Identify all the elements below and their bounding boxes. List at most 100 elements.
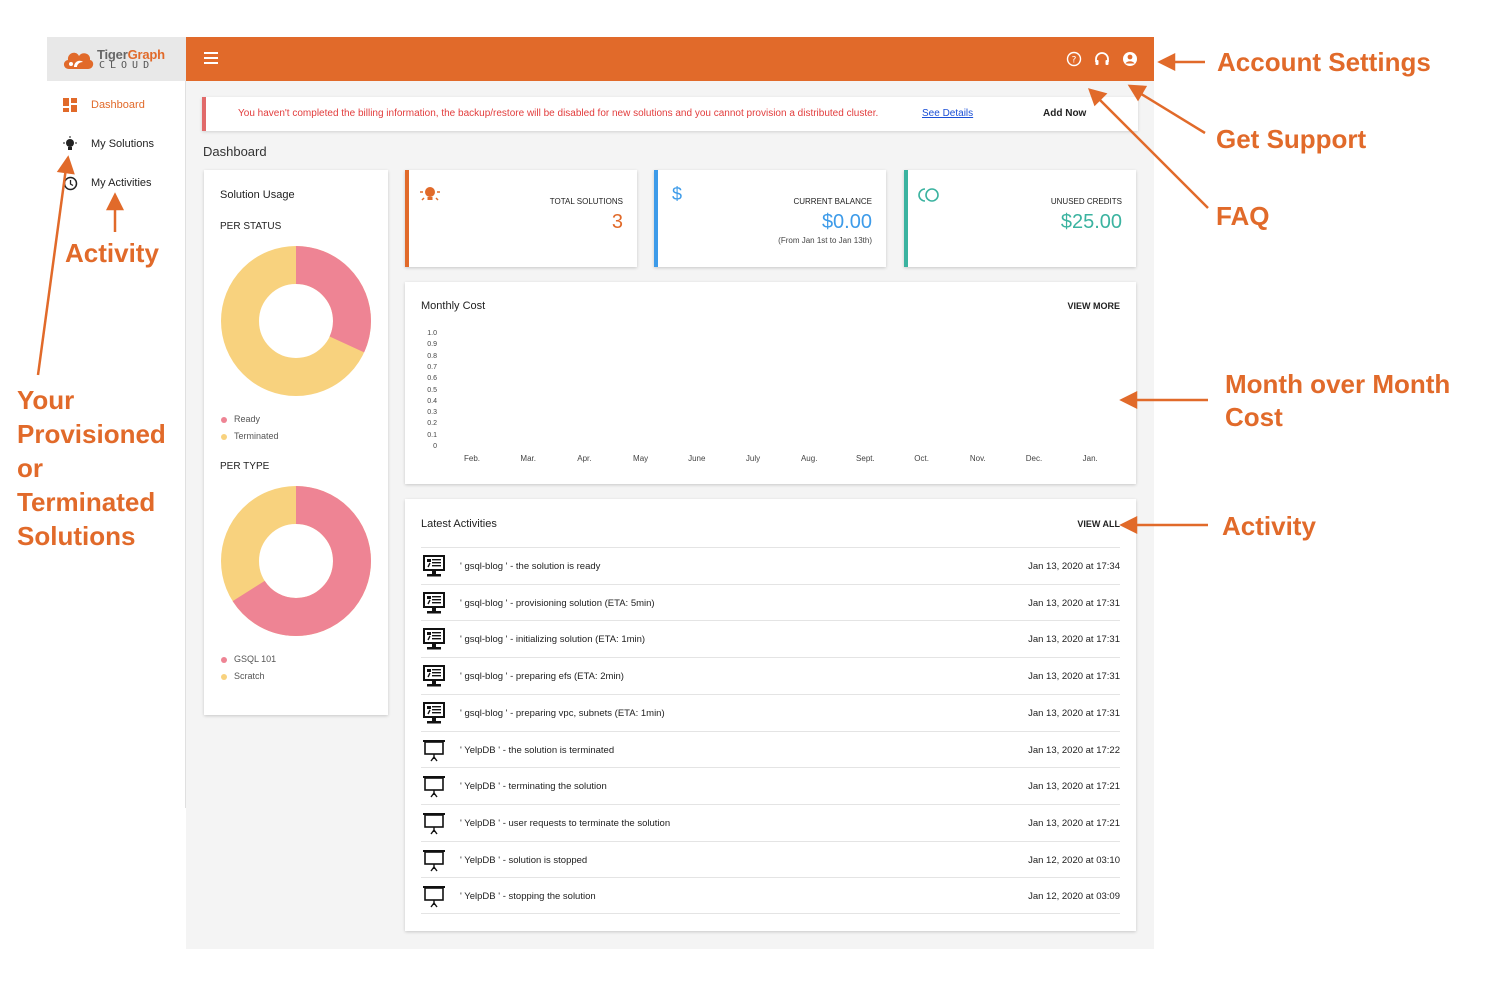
activity-text: ' gsql-blog ' - preparing efs (ETA: 2min…	[460, 671, 624, 683]
legend-dot-ready	[221, 417, 227, 423]
activity-row[interactable]: ' YelpDB ' - terminating the solution Jan…	[421, 767, 1120, 804]
annotation-line: Provisioned	[17, 419, 166, 449]
per-status-label: PER STATUS	[220, 221, 282, 232]
card-title: Solution Usage	[220, 189, 295, 201]
annotation-faq: FAQ	[1216, 201, 1270, 231]
legend-terminated: Terminated	[234, 431, 279, 441]
legend-gsql101: GSQL 101	[234, 654, 277, 664]
stat-label: CURRENT BALANCE	[793, 197, 872, 206]
see-details-link[interactable]: See Details	[922, 108, 974, 119]
activity-row[interactable]: ' gsql-blog ' - preparing vpc, subnets (…	[421, 693, 1120, 731]
stat-label: TOTAL SOLUTIONS	[549, 197, 623, 206]
add-now-button[interactable]: Add Now	[1043, 108, 1087, 119]
solution-usage-card: Solution Usage PER STATUS Ready Terminat…	[204, 170, 388, 715]
brand-word-a: Tiger	[97, 47, 128, 62]
annotation-line: or	[17, 453, 43, 483]
alert-message: You haven't completed the billing inform…	[238, 108, 879, 119]
x-tick-label: June	[688, 454, 706, 463]
brand-name: TigerGraph	[97, 47, 165, 62]
sidebar-item-my-solutions[interactable]: My Solutions	[61, 134, 154, 154]
activity-text: ' gsql-blog ' - preparing vpc, subnets (…	[460, 707, 665, 719]
logo[interactable]: TigerGraph CLOUD	[47, 37, 186, 81]
sidebar-item-dashboard[interactable]: Dashboard	[61, 95, 145, 115]
sidebar-item-label: My Activities	[91, 177, 152, 189]
sidebar-item-label: Dashboard	[91, 99, 145, 111]
legend-dot-gsql101	[221, 657, 227, 663]
view-more-button[interactable]: VIEW MORE	[1067, 301, 1120, 311]
activity-row[interactable]: ' YelpDB ' - solution is stopped Jan 12, …	[421, 840, 1120, 878]
activity-text: ' YelpDB ' - stopping the solution	[460, 891, 596, 903]
annotation-line: Terminated	[17, 487, 156, 517]
monitor-active-icon	[423, 591, 445, 614]
activity-row[interactable]: ' gsql-blog ' - the solution is ready Jan…	[421, 547, 1120, 584]
monitor-active-icon	[423, 701, 445, 724]
bulb-icon	[61, 135, 79, 153]
activity-time: Jan 13, 2020 at 17:31	[1028, 634, 1120, 646]
menu-icon[interactable]	[204, 52, 218, 64]
y-tick-label: 0.9	[427, 341, 437, 349]
per-type-label: PER TYPE	[220, 461, 270, 472]
monitor-inactive-icon	[423, 739, 445, 761]
svg-text:?: ?	[1072, 56, 1077, 66]
dashboard-grid-icon	[61, 96, 79, 114]
monitor-active-icon	[423, 665, 445, 687]
activity-row[interactable]: ' gsql-blog ' - preparing efs (ETA: 2min…	[421, 657, 1120, 694]
per-status-donut	[221, 246, 371, 396]
y-tick-label: 0.3	[427, 409, 437, 417]
sidebar: TigerGraph CLOUD Dashboard My Solutions …	[47, 37, 186, 808]
y-tick-label: 1.0	[427, 330, 437, 337]
stat-sub: (From Jan 1st to Jan 13th)	[778, 236, 872, 245]
activity-time: Jan 13, 2020 at 17:31	[1028, 707, 1120, 719]
activity-time: Jan 12, 2020 at 03:09	[1028, 891, 1120, 903]
x-tick-label: Dec.	[1025, 454, 1043, 463]
legend-scratch: Scratch	[234, 671, 265, 681]
dollar-icon: $	[672, 184, 683, 204]
brand-word-b: Graph	[127, 47, 165, 62]
activity-time: Jan 13, 2020 at 17:22	[1028, 744, 1120, 756]
activity-time: Jan 13, 2020 at 17:31	[1028, 671, 1120, 683]
activity-row[interactable]: ' YelpDB ' - stopping the solution Jan 12…	[421, 877, 1120, 915]
activity-text: ' gsql-blog ' - the solution is ready	[460, 561, 601, 572]
activity-row[interactable]: ' YelpDB ' - user requests to terminate …	[421, 803, 1120, 841]
y-tick-label: 0.4	[427, 397, 437, 405]
card-title: Latest Activities	[421, 518, 497, 530]
activity-text: ' gsql-blog ' - provisioning solution (E…	[460, 597, 655, 609]
x-tick-label: July	[745, 454, 761, 463]
monitor-active-icon	[423, 628, 445, 650]
stat-value: $0.00	[821, 211, 872, 233]
unused-credits-card: UNUSED CREDITS $25.00	[904, 170, 1136, 267]
account-icon[interactable]	[1122, 51, 1138, 67]
per-type-donut	[221, 486, 371, 636]
page-title: Dashboard	[203, 144, 267, 159]
card-accent	[654, 170, 658, 267]
legend-dot-scratch	[221, 674, 227, 680]
activity-row[interactable]: ' gsql-blog ' - initializing solution (E…	[421, 620, 1120, 657]
sidebar-item-label: My Solutions	[91, 138, 154, 150]
y-tick-label: 0.8	[427, 352, 437, 360]
annotation-provisioned: Your Provisioned or Terminated Solutions	[17, 383, 166, 553]
view-all-button[interactable]: VIEW ALL	[1077, 519, 1120, 529]
annotation-month-over-month-1: Month over Month	[1225, 369, 1451, 399]
annotation-line: Solutions	[17, 521, 136, 551]
headset-icon[interactable]	[1094, 51, 1110, 67]
x-tick-label: Sept.	[856, 454, 875, 463]
x-tick-label: Aug.	[800, 454, 818, 463]
activity-row[interactable]: ' gsql-blog ' - provisioning solution (E…	[421, 583, 1120, 621]
help-icon[interactable]: ?	[1066, 51, 1082, 67]
x-tick-label: Jan.	[1082, 454, 1098, 463]
card-title: Monthly Cost	[421, 300, 486, 312]
card-accent	[904, 170, 908, 267]
card-accent	[405, 170, 409, 267]
x-tick-label: Apr.	[577, 454, 592, 463]
x-tick-label: May	[633, 454, 649, 463]
monitor-inactive-icon	[423, 849, 445, 872]
activity-text: ' YelpDB ' - terminating the solution	[460, 781, 607, 793]
x-tick-label: Nov.	[969, 454, 986, 463]
activity-row[interactable]: ' YelpDB ' - the solution is terminated J…	[421, 730, 1120, 768]
stat-value: 3	[611, 211, 623, 233]
annotation-account-settings: Account Settings	[1217, 47, 1431, 77]
monitor-active-icon	[423, 555, 445, 577]
x-tick-label: Feb.	[463, 454, 480, 463]
annotation-line: Your	[17, 385, 75, 415]
